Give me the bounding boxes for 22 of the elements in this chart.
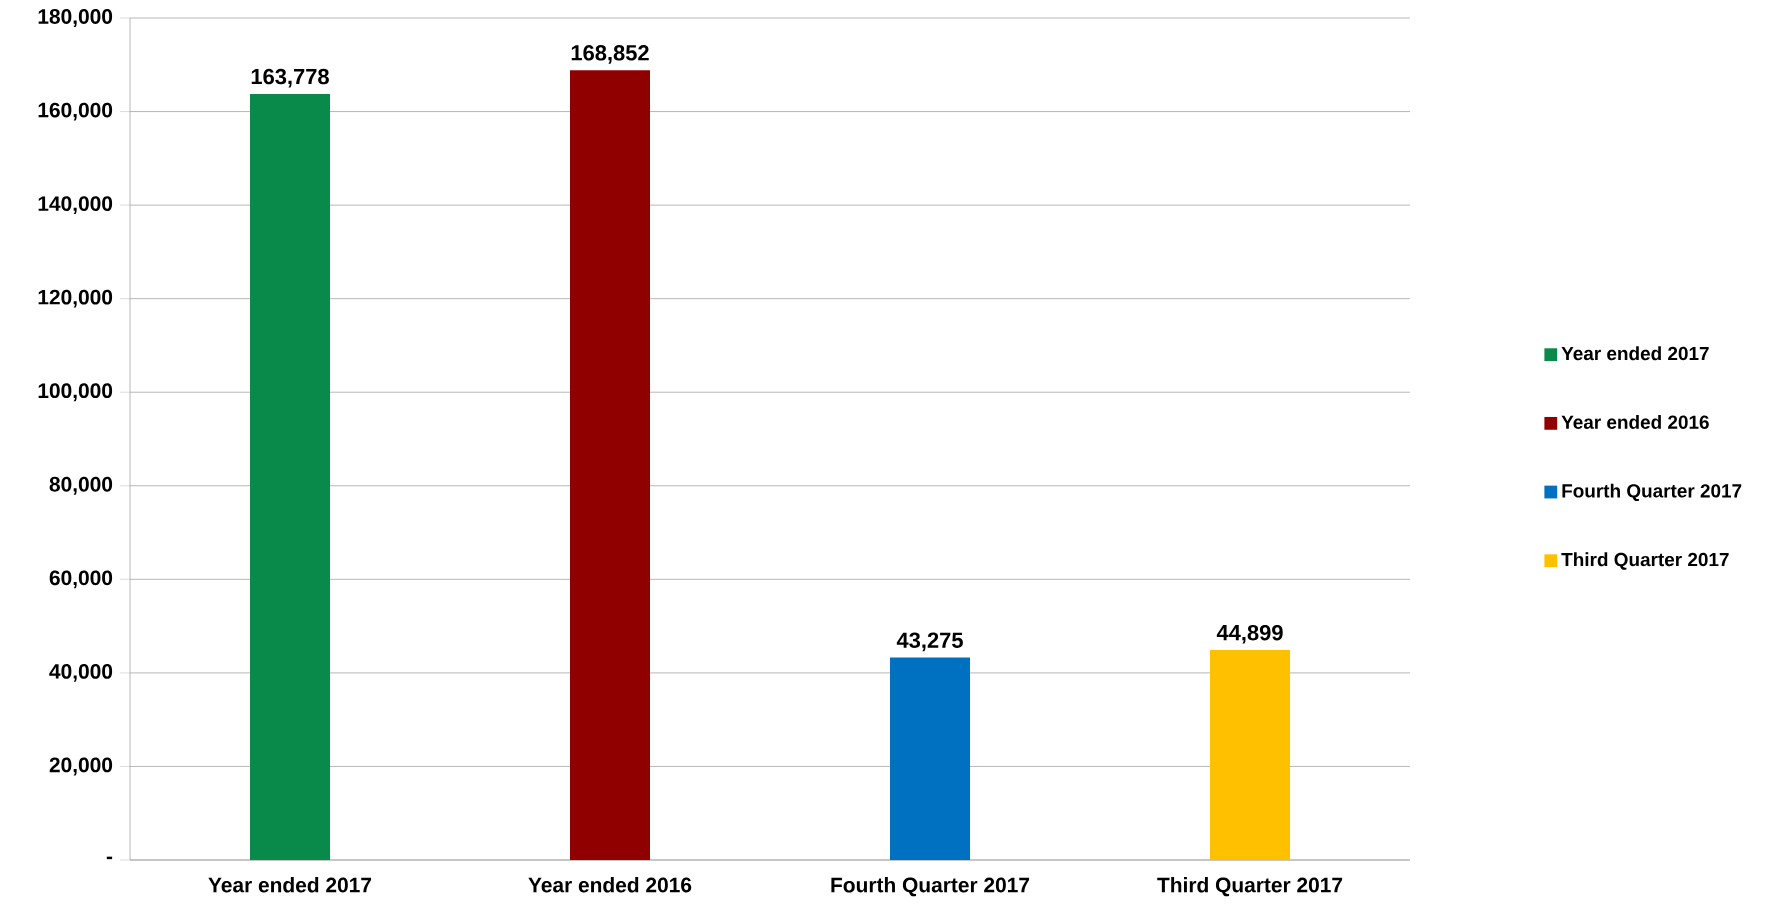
y-tick-label: 40,000 [49,663,113,682]
y-tick-label: - [106,856,113,860]
x-tick-label: Fourth Quarter 2017 [831,877,1030,897]
y-tick-label: 160,000 [38,102,113,121]
y-tick-label: 180,000 [38,9,113,27]
y-tick-label: 140,000 [38,196,113,215]
x-tick-label: Third Quarter 2017 [1157,877,1343,897]
y-tick-label: 60,000 [49,570,113,589]
data-label: 43,275 [896,632,963,652]
x-tick-label: Year ended 2016 [528,877,692,893]
data-label: 44,899 [1216,624,1283,644]
data-label: 168,852 [571,45,649,64]
legend-label: Year ended 2017 [1561,346,1709,361]
legend-label: Fourth Quarter 2017 [1562,483,1742,502]
y-tick-label: 20,000 [49,757,113,776]
y-tick-label: 120,000 [38,289,113,308]
y-tick-label: 100,000 [38,383,113,402]
legend-label: Year ended 2016 [1561,415,1709,429]
x-tick-label: Year ended 2017 [208,877,372,893]
data-label: 163,778 [251,68,329,88]
legend-label: Third Quarter 2017 [1561,552,1729,570]
y-tick-label: 80,000 [49,476,113,495]
